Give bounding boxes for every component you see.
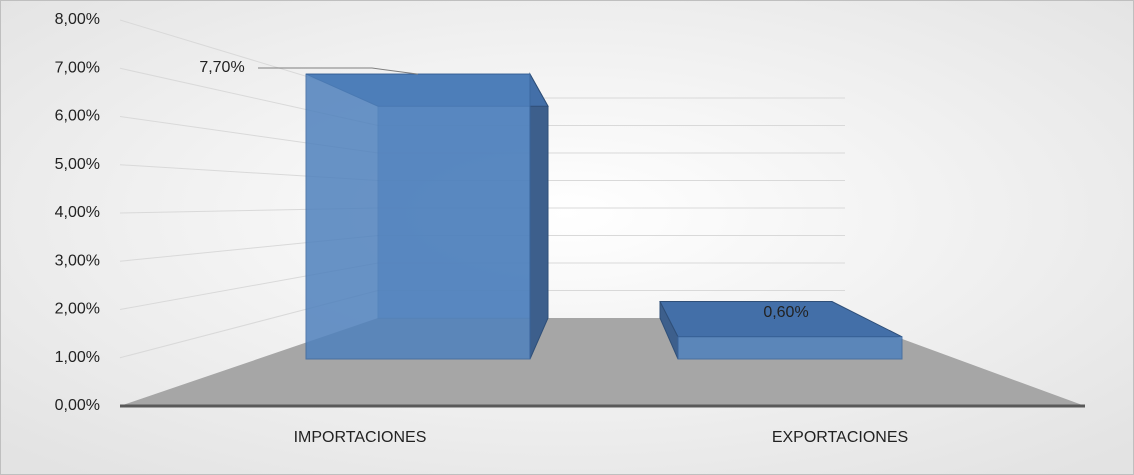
bar-side [529, 72, 549, 360]
y-tick-label: 3,00% [55, 252, 100, 269]
x-tick-label: IMPORTACIONES [294, 429, 427, 446]
y-tick-label: 4,00% [55, 204, 100, 221]
bar-front [677, 336, 903, 360]
y-tick-label: 5,00% [55, 156, 100, 173]
y-tick-label: 6,00% [55, 108, 100, 125]
bar-front [305, 73, 531, 360]
y-tick-label: 8,00% [55, 11, 100, 28]
x-tick-label: EXPORTACIONES [772, 429, 908, 446]
y-tick-label: 2,00% [55, 301, 100, 318]
data-label: 7,70% [199, 59, 244, 76]
y-tick-label: 1,00% [55, 349, 100, 366]
data-label: 0,60% [763, 304, 808, 321]
leader-line [258, 67, 419, 75]
y-tick-label: 7,00% [55, 59, 100, 76]
y-tick-label: 0,00% [55, 397, 100, 414]
